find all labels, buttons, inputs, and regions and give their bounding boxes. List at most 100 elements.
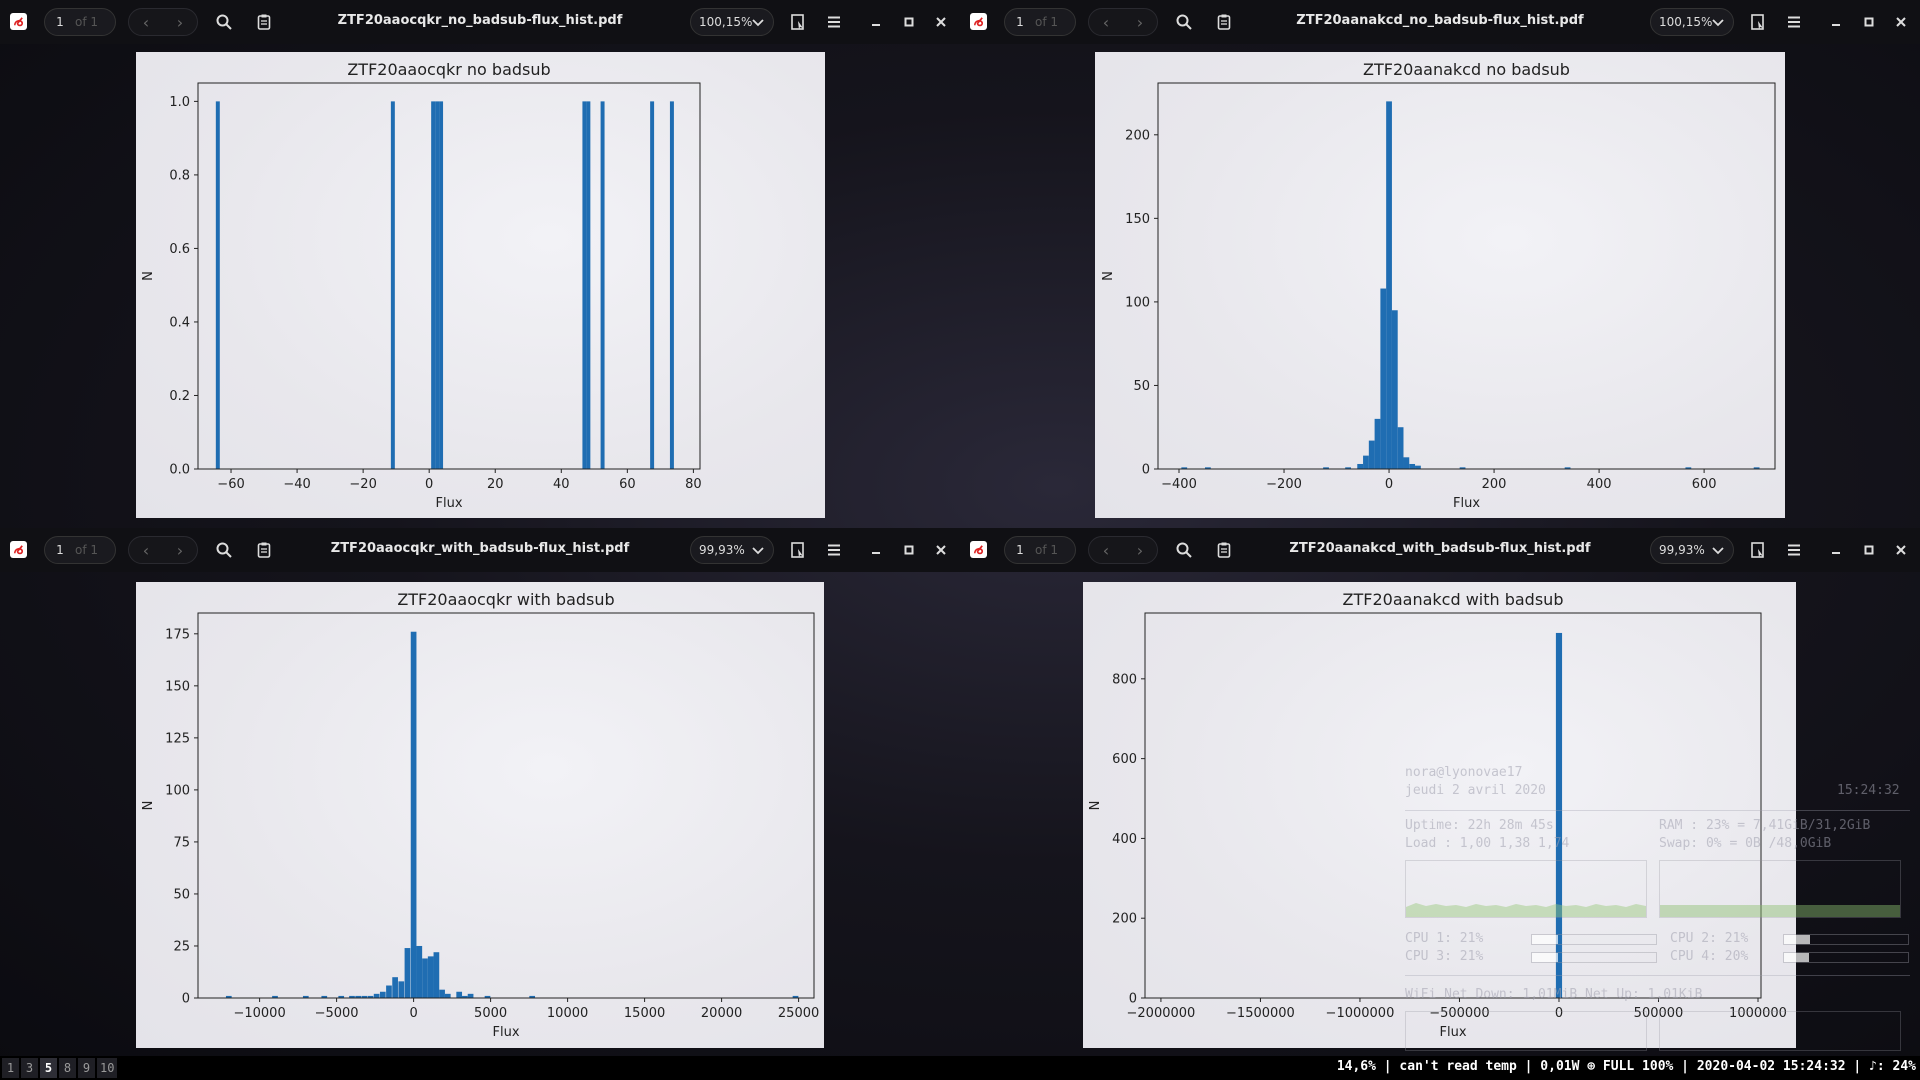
workspace-9[interactable]: 9 [78,1058,95,1078]
page-number-input[interactable]: 1 [1016,543,1024,557]
minimize-button[interactable] [1824,10,1848,34]
selection-tool-button[interactable] [786,538,810,562]
histogram-bar [349,995,355,998]
close-button[interactable] [1889,10,1913,34]
minimize-button[interactable] [1824,538,1848,562]
annotations-button[interactable] [1212,10,1236,34]
app-logo-icon [970,541,987,558]
close-button[interactable] [929,10,953,34]
zoom-value: 100,15% [1659,15,1713,29]
workspace-switcher: 1 3 5 8 9 10 [2,1058,119,1078]
annotations-button[interactable] [252,10,276,34]
workspace-1[interactable]: 1 [2,1058,19,1078]
page-nav-group: ‹ › [1088,8,1158,36]
annotations-button[interactable] [1212,538,1236,562]
close-button[interactable] [929,538,953,562]
page-number-field[interactable]: 1 of 1 [1004,8,1076,36]
page-number-field[interactable]: 1 of 1 [1004,536,1076,564]
menu-button[interactable] [822,538,846,562]
menu-button[interactable] [822,10,846,34]
next-page-icon[interactable]: › [1136,12,1144,32]
search-button[interactable] [212,10,236,34]
previous-page-icon[interactable]: ‹ [142,12,150,32]
x-tick-label: −1000000 [1326,1006,1395,1021]
conky-divider [1405,975,1910,976]
maximize-button[interactable] [897,538,921,562]
maximize-button[interactable] [1857,10,1881,34]
cpu2-bar [1783,934,1909,945]
page-number-field[interactable]: 1 of 1 [44,536,116,564]
histogram-bar [1415,465,1421,469]
x-tick-label: 5000 [474,1006,507,1021]
histogram-bar [390,101,395,469]
x-tick-label: 10000 [547,1006,588,1021]
cpu1-bar-fill [1532,935,1559,944]
histogram-bar [431,101,436,469]
page-number-input[interactable]: 1 [1016,15,1024,29]
annotations-button[interactable] [252,538,276,562]
minimize-button[interactable] [864,10,888,34]
zoom-selector[interactable]: 100,15% [690,8,774,36]
close-icon [1896,17,1906,27]
maximize-button[interactable] [897,10,921,34]
x-tick-label: −500000 [1429,1006,1490,1021]
x-tick-label: −60 [217,477,244,492]
page-number-field[interactable]: 1 of 1 [44,8,116,36]
zoom-selector[interactable]: 100,15% [1650,8,1734,36]
zoom-selector[interactable]: 99,93% [1650,536,1734,564]
selection-tool-button[interactable] [1746,538,1770,562]
ram-graph [1659,860,1901,918]
selection-tool-button[interactable] [1746,10,1770,34]
cpu4-label: CPU 4: 20% [1670,949,1749,964]
conky-date: jeudi 2 avril 2020 [1405,783,1546,798]
search-button[interactable] [1172,538,1196,562]
menu-button[interactable] [1782,10,1806,34]
cpu-graph-plot [1406,903,1646,917]
histogram-bar [1357,463,1364,469]
page-select-icon [791,542,804,558]
workspace-5[interactable]: 5 [40,1058,57,1078]
conky-swap: Swap: 0% = 0B /48,0GiB [1659,836,1832,851]
maximize-button[interactable] [1857,538,1881,562]
histogram-bar [1459,467,1466,469]
histogram-bar [367,995,374,998]
next-page-icon[interactable]: › [176,540,184,560]
x-tick-label: −40 [283,477,310,492]
histogram-bar [1685,467,1692,469]
x-tick-label: 20000 [701,1006,742,1021]
search-button[interactable] [1172,10,1196,34]
previous-page-icon[interactable]: ‹ [1102,12,1110,32]
minimize-button[interactable] [864,538,888,562]
app-logo-icon [10,541,27,558]
x-axis-label: Flux [1439,1025,1466,1040]
histogram-bar [439,101,444,469]
workspace-10[interactable]: 10 [97,1058,118,1078]
selection-tool-button[interactable] [786,10,810,34]
search-button[interactable] [212,538,236,562]
close-button[interactable] [1889,538,1913,562]
y-tick-label: 0.0 [169,463,190,478]
page-select-icon [1751,542,1764,558]
next-page-icon[interactable]: › [1136,540,1144,560]
menu-button[interactable] [1782,538,1806,562]
previous-page-icon[interactable]: ‹ [142,540,150,560]
pdf-toolbar: 1 of 1 ‹ › ZTF20aaocqkr_with_badsub-flux_h… [0,528,960,572]
page-number-input[interactable]: 1 [56,543,64,557]
x-tick-label: −20 [349,477,376,492]
workspace-8[interactable]: 8 [59,1058,76,1078]
document-title: ZTF20aaocqkr_no_badsub-flux_hist.pdf [337,13,623,28]
y-tick-label: 0 [1142,463,1150,478]
histogram-chart: −400 −200 0 200 400 600 0 50 100 150 200 ZTF20aanak… [1101,60,1776,511]
zoom-selector[interactable]: 99,93% [690,536,774,564]
histogram-bar [1363,455,1369,469]
page-number-input[interactable]: 1 [56,15,64,29]
minimize-icon [1832,552,1840,554]
y-tick-label: 50 [173,887,190,902]
histogram-bar [272,995,278,998]
previous-page-icon[interactable]: ‹ [1102,540,1110,560]
y-tick-label: 0.2 [169,389,190,404]
next-page-icon[interactable]: › [176,12,184,32]
workspace-3[interactable]: 3 [21,1058,38,1078]
document-title: ZTF20aaocqkr_with_badsub-flux_hist.pdf [330,541,630,556]
page-count-label: of 1 [1035,543,1059,557]
